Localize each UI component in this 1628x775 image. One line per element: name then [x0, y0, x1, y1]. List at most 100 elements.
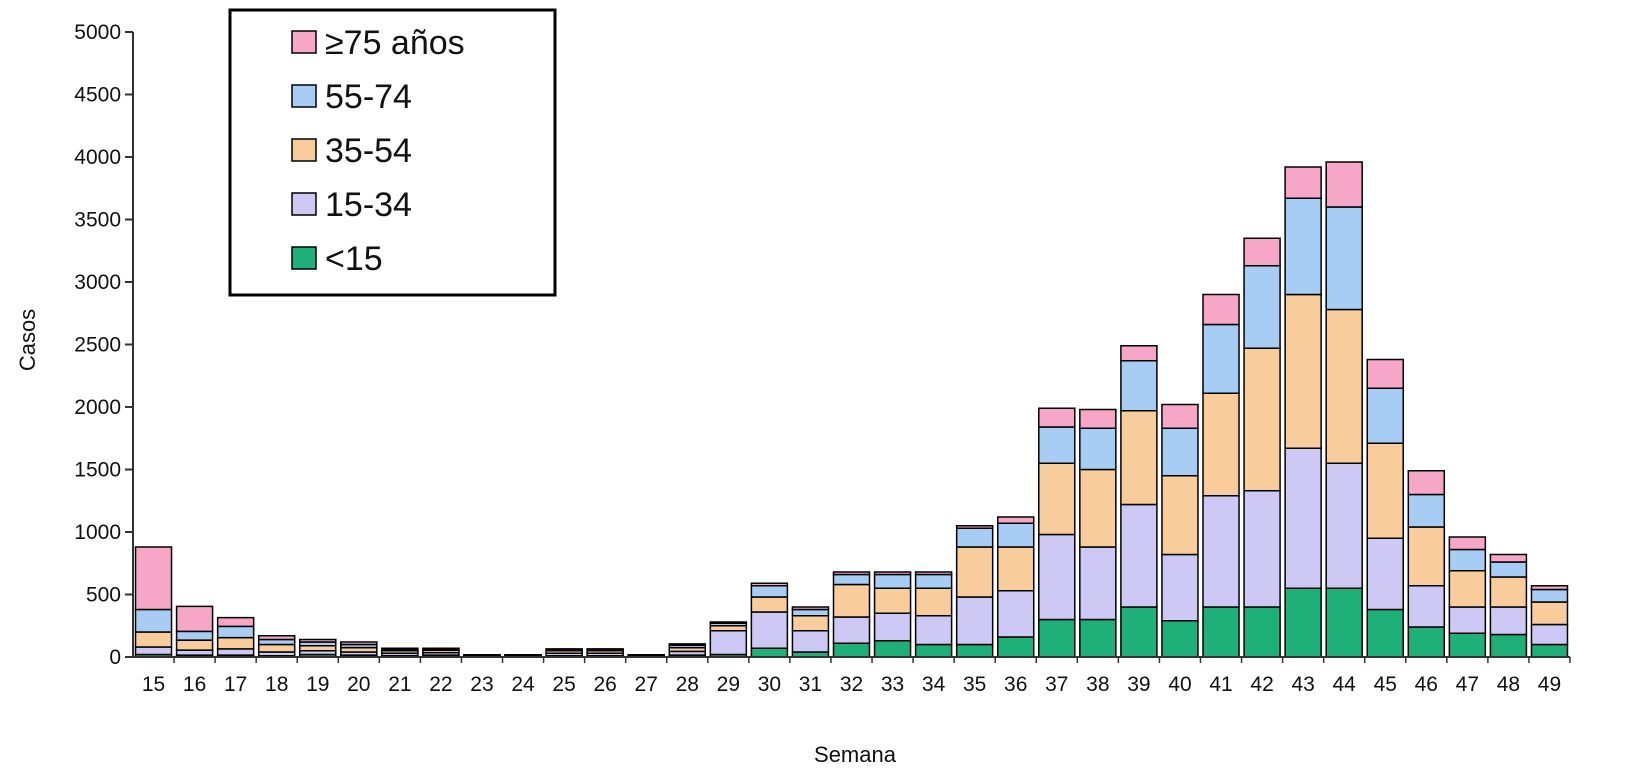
bar-segment [1079, 427, 1117, 471]
bar-segment [996, 636, 1035, 658]
bar-segment [134, 631, 173, 648]
x-tick-label: 48 [1497, 673, 1520, 696]
x-tick-label: 17 [224, 673, 247, 696]
bar-segment [832, 583, 871, 618]
bar-segment [1161, 475, 1199, 556]
bar-segment [1202, 495, 1240, 608]
bar-segment [750, 596, 789, 613]
bar-segment [1407, 526, 1446, 587]
y-tick-label: 4000 [74, 146, 121, 169]
bar-segment [709, 621, 748, 624]
bar-segment [1325, 206, 1363, 311]
x-tick-label: 27 [635, 673, 658, 696]
bar-segment [1366, 608, 1404, 658]
bar-segment [1448, 632, 1487, 658]
bar-segment [750, 582, 789, 587]
bar-segment [216, 616, 255, 628]
bar-segment [955, 546, 994, 598]
y-tick-label: 2000 [74, 396, 121, 419]
legend: ≥75 años 55-74 35-54 15-34 <15 [228, 8, 557, 297]
x-tick-label: 44 [1333, 673, 1357, 696]
x-tick-label: 34 [922, 673, 946, 696]
bar-segment [832, 642, 871, 658]
legend-swatch [291, 138, 317, 162]
x-tick-label: 21 [388, 673, 411, 696]
x-tick-label: 19 [306, 673, 329, 696]
legend-swatch [291, 30, 317, 54]
legend-label: <15 [325, 240, 383, 278]
x-tick-label: 15 [142, 673, 165, 696]
bar-segment [1079, 618, 1117, 658]
bar-segment [955, 527, 994, 548]
legend-label: 15-34 [325, 186, 412, 224]
bar-segment [1243, 347, 1281, 492]
bar-segment [1202, 323, 1240, 394]
x-axis-title: Semana [814, 742, 897, 767]
bar-segment [1407, 493, 1446, 528]
bar-segment [1284, 197, 1322, 296]
bar-segment [1120, 606, 1158, 658]
x-tick-label: 40 [1168, 673, 1191, 696]
bar-segment [955, 525, 994, 529]
bar-segment [1366, 387, 1404, 444]
x-tick-label: 41 [1209, 673, 1232, 696]
bar-segment [668, 643, 707, 646]
bar-segment [1079, 468, 1117, 548]
x-tick-label: 43 [1291, 673, 1314, 696]
y-tick-label: 0 [109, 646, 121, 669]
bar-segment [832, 616, 871, 644]
bar-segment [1284, 447, 1322, 589]
bar-segment [1366, 358, 1404, 389]
y-tick-label: 500 [86, 584, 121, 607]
bar-segment [1366, 442, 1404, 539]
bar-segment [1161, 403, 1199, 429]
y-tick-label: 3500 [74, 209, 121, 232]
x-tick-label: 37 [1045, 673, 1068, 696]
bar-segment [1448, 536, 1487, 551]
bar-segment [1038, 533, 1076, 621]
bar-segment [175, 630, 214, 641]
bar-segment [134, 608, 173, 633]
x-tick-label: 31 [799, 673, 822, 696]
bar-segment [1325, 308, 1363, 464]
bar-segment [1448, 606, 1487, 634]
bar-segment [1489, 606, 1528, 636]
x-tick-label: 45 [1374, 673, 1397, 696]
x-tick-label: 20 [347, 673, 370, 696]
bar-segment [1038, 407, 1076, 428]
bar-segment [791, 630, 830, 653]
bar-segment [1325, 587, 1363, 658]
bar-segment [257, 643, 296, 653]
bar-segment [832, 571, 871, 576]
x-tick-label: 39 [1127, 673, 1150, 696]
bar-segment [914, 615, 953, 646]
bar-segment [1243, 265, 1281, 349]
bar-segment [873, 573, 912, 589]
bar-segment [1243, 606, 1281, 658]
bar-segment [1489, 633, 1528, 658]
legend-box [228, 8, 557, 297]
bar-segment [1243, 490, 1281, 608]
bar-segment [1366, 537, 1404, 611]
bar-segment [996, 590, 1035, 638]
y-axis-ticks: 0 500 1000 1500 2000 2500 3000 3500 4000 4500 5000 [74, 21, 133, 669]
y-tick-label: 3000 [74, 271, 121, 294]
legend-label: ≥75 años [325, 24, 465, 62]
bar-segment [832, 573, 871, 586]
x-tick-label: 23 [470, 673, 493, 696]
y-tick-label: 1000 [74, 521, 121, 544]
bar-segment [873, 571, 912, 576]
bar-segment [216, 648, 255, 656]
x-tick-label: 22 [429, 673, 452, 696]
x-tick-label: 35 [963, 673, 986, 696]
bar-segment [996, 546, 1035, 592]
x-tick-label: 46 [1415, 673, 1438, 696]
bar-segment [1202, 392, 1240, 497]
bar-segment [1202, 606, 1240, 658]
bar-segment [1530, 585, 1569, 591]
bar-segment [791, 615, 830, 632]
x-tick-label: 24 [511, 673, 535, 696]
bar-segment [1161, 553, 1199, 622]
x-tick-label: 49 [1538, 673, 1561, 696]
x-tick-label: 33 [881, 673, 904, 696]
